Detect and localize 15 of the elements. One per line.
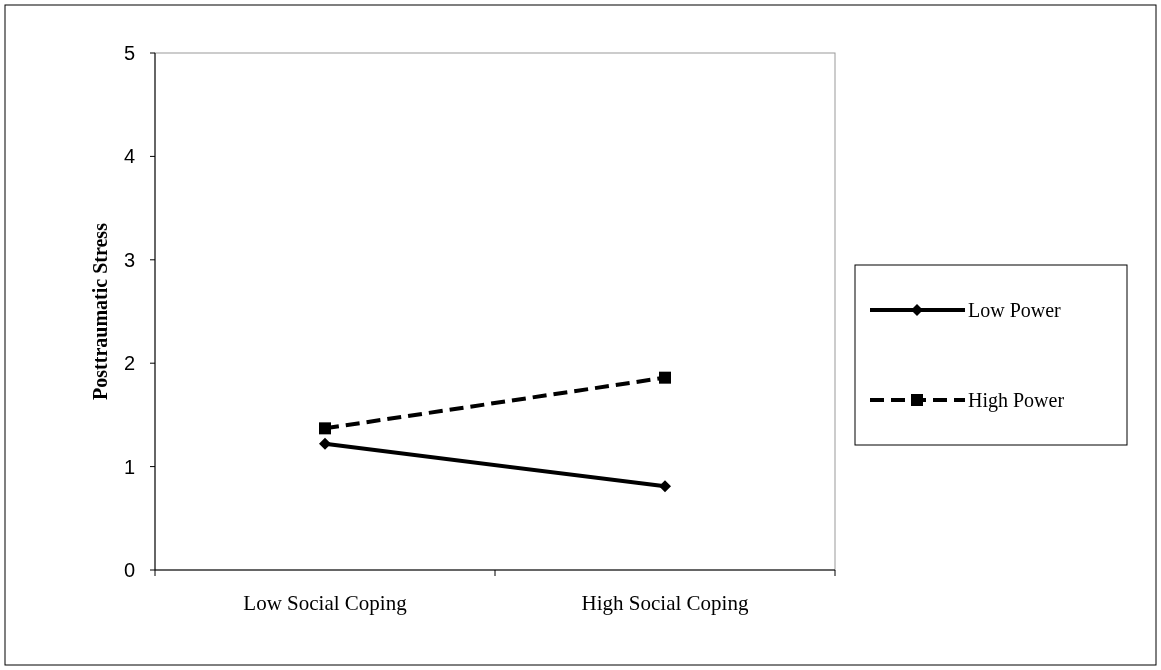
legend-label: High Power [968, 389, 1065, 412]
y-tick-label: 4 [123, 145, 135, 168]
point [319, 422, 331, 435]
x-tick-label: High Social Coping [581, 591, 749, 615]
legend-label: Low Power [968, 299, 1062, 321]
y-axis-title: Posttraumatic Stress [89, 222, 111, 400]
y-tick-label: 0 [123, 559, 135, 581]
point [319, 437, 331, 450]
point [659, 480, 671, 493]
x-tick-label: Low Social Coping [243, 591, 408, 615]
y-tick-label: 1 [123, 455, 135, 478]
y-tick-label: 3 [123, 248, 135, 271]
y-tick-label: 5 [123, 42, 135, 64]
point [659, 371, 671, 384]
y-tick-label: 2 [123, 352, 135, 375]
